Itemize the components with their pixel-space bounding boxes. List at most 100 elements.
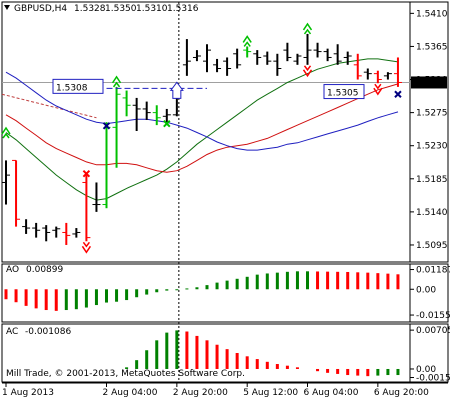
signal-cross-icon [82, 169, 91, 178]
histogram-bar [255, 359, 259, 369]
current-price-tag-text: 1.5316 [415, 78, 447, 88]
price-tick-label: 1.5275 [416, 109, 448, 119]
fractal-up-arrow-icon [302, 22, 313, 35]
ohlc-low: 1.5310 [136, 4, 168, 14]
fractal-down-arrow-icon [302, 65, 313, 78]
ao-price-scale-frame [409, 263, 449, 323]
histogram-bar [346, 271, 350, 290]
histogram-bar [356, 368, 360, 376]
histogram-bar [115, 289, 119, 302]
histogram-bar [94, 289, 98, 306]
histogram-bar [14, 289, 18, 303]
price-tick-label: 1.5185 [416, 175, 448, 185]
histogram-bar [135, 360, 139, 369]
histogram-bar [135, 289, 139, 298]
ohlc-bar [233, 48, 242, 69]
main-price-scale-frame [409, 1, 449, 263]
time-axis: 1 Aug 2013 2 Aug 04:00 2 Aug 20:00 5 Aug 12… [2, 382, 448, 398]
scale-tick-label: 0.00 [416, 365, 436, 375]
scale-tick-label: 0.00705 [416, 326, 450, 336]
ohlc-bar [273, 53, 282, 76]
histogram-bar [125, 367, 129, 369]
level-annotation-1-box [52, 78, 104, 94]
ac-title: AC [6, 327, 18, 337]
ohlc-bar [192, 50, 201, 62]
histogram-bar [285, 271, 289, 290]
ohlc-bar [42, 225, 51, 242]
level-annotation-2: 1.5305 [323, 84, 365, 100]
ac-price-scale-frame [409, 323, 449, 383]
histogram-bar [44, 289, 48, 311]
ohlc-bar [32, 222, 41, 238]
ac-value: -0.001086 [25, 327, 71, 337]
current-price-tag-box [411, 76, 447, 89]
ohlc-bar [182, 39, 191, 76]
histogram-bar [105, 289, 108, 303]
ohlc-bar [52, 226, 61, 238]
ohlc-bar [343, 51, 352, 65]
fractal-up-arrow-icon [111, 75, 122, 88]
chart-title: GBPUSD,H4 [14, 4, 67, 14]
histogram-bar [245, 356, 249, 369]
histogram-bar [175, 330, 179, 369]
awesome-oscillator-pane: 0.01187 0.00 -0.01552 [1, 263, 450, 323]
histogram-bar [295, 271, 299, 290]
ohlc-bar [2, 160, 10, 205]
histogram-bar [125, 289, 129, 301]
histogram-bar [376, 368, 380, 376]
ohlc-bar [363, 68, 372, 80]
histogram-bar [265, 361, 269, 369]
scale-tick-label: -0.01552 [416, 311, 450, 321]
ma-green-line [5, 58, 399, 201]
histogram-bar [195, 287, 199, 290]
ohlc-bar [122, 90, 131, 117]
histogram-bar [366, 368, 370, 377]
ohlc-close: 1.5316 [167, 4, 199, 14]
histogram-bar [215, 282, 219, 290]
ohlc-bar [283, 42, 292, 62]
ohlc-bar [142, 101, 151, 120]
histogram-bar [386, 273, 390, 290]
time-tick-label: 6 Aug 04:00 [304, 388, 359, 398]
histogram-bar [145, 350, 149, 369]
histogram-bar [225, 280, 229, 290]
accelerator-oscillator-pane: 0.00705 0.00-0.00155 [1, 323, 450, 384]
ohlc-bar [303, 33, 312, 65]
histogram-bar [64, 289, 68, 311]
ao-title: AO [6, 265, 19, 275]
pink-dashed-trendline [1, 93, 97, 119]
histogram-bar [34, 289, 38, 309]
histogram-bar [265, 273, 269, 290]
ohlc-bar [62, 222, 71, 245]
ohlc-open: 1.5328 [74, 4, 106, 14]
ma-red-line [5, 83, 399, 173]
price-tick-label: 1.5095 [416, 241, 448, 251]
ohlc-bar [383, 72, 392, 80]
ohlc-bar [313, 42, 322, 58]
histogram-bar [336, 368, 340, 374]
ohlc-bar [353, 53, 362, 80]
histogram-bar [326, 271, 330, 290]
histogram-bar [165, 289, 169, 291]
level-annotation-2-box [323, 84, 365, 100]
histogram-bar [54, 289, 58, 311]
ohlc-bar [152, 105, 161, 126]
histogram-bar [175, 289, 179, 291]
histogram-bar [185, 331, 189, 369]
histogram-bar [275, 364, 279, 369]
symbol-dropdown-icon[interactable] [4, 5, 10, 10]
price-tick-label: 1.5230 [416, 142, 448, 152]
histogram-bar [326, 368, 330, 373]
histogram-bar [205, 340, 209, 369]
level-annotation-1-text: 1.5308 [56, 83, 88, 93]
histogram-bar [295, 367, 299, 369]
fractal-down-arrow-icon [81, 241, 92, 254]
histogram-bar [195, 335, 199, 369]
signal-cross-icon [163, 119, 171, 128]
time-tick-label: 1 Aug 2013 [2, 388, 54, 398]
price-tick-label: 1.5410 [416, 9, 448, 19]
histogram-bar [24, 289, 28, 306]
histogram-bar [225, 349, 229, 369]
ohlc-bar [293, 53, 302, 65]
price-chart-header: GBPUSD,H4 1.5328 1.5350 1.5310 1.5316 [4, 4, 199, 14]
